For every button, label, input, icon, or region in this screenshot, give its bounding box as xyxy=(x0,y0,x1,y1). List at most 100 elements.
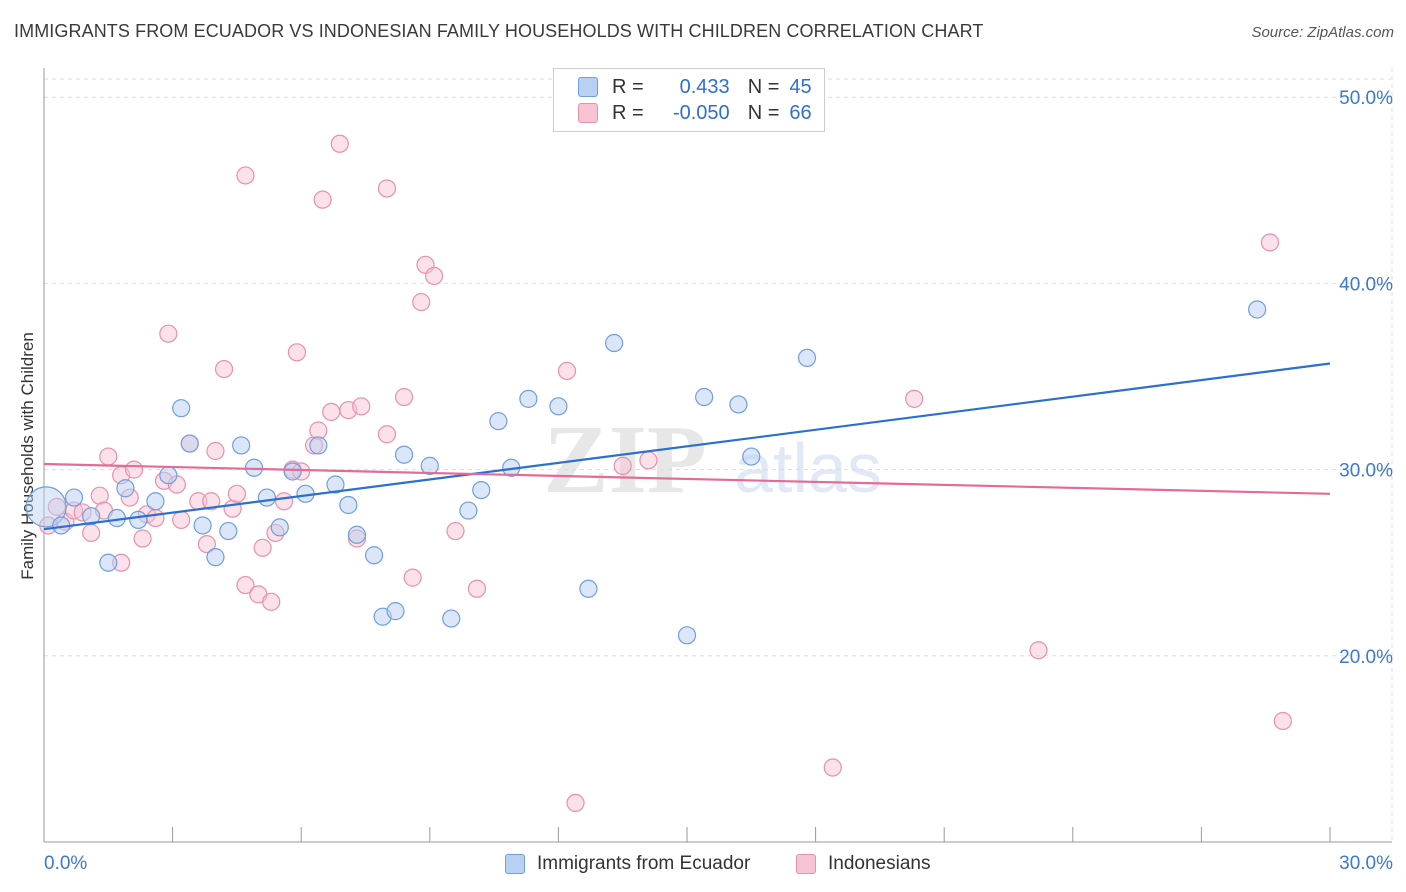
indonesians-point xyxy=(566,793,585,813)
ecuador-point xyxy=(420,456,439,475)
indonesians-point xyxy=(202,492,221,511)
ecuador-point xyxy=(270,518,289,537)
ecuador-point xyxy=(742,447,761,466)
ecuador-point xyxy=(159,466,178,485)
indonesians-point xyxy=(446,521,465,541)
indonesians-point xyxy=(377,425,397,444)
indonesians-point xyxy=(253,538,272,557)
legend-label-indonesians: Indonesians xyxy=(828,853,931,874)
ecuador-point xyxy=(605,333,624,353)
ecuador-point xyxy=(180,434,199,453)
indonesians-point xyxy=(236,575,255,595)
indonesians-point xyxy=(403,568,422,587)
ecuador-point xyxy=(695,387,714,407)
ecuador-point xyxy=(364,546,384,565)
indonesians-point xyxy=(394,387,414,407)
ecuador-point xyxy=(797,348,817,368)
legend-label-ecuador: Immigrants from Ecuador xyxy=(537,853,751,874)
indonesians-point xyxy=(1260,233,1280,252)
x-tick-label: 30.0% xyxy=(1339,853,1393,874)
ecuador-point xyxy=(729,395,748,414)
indonesians-point xyxy=(124,460,144,479)
ecuador-point xyxy=(116,479,135,498)
indonesians-point xyxy=(823,758,842,777)
ecuador-point xyxy=(459,501,478,520)
ecuador-point xyxy=(82,507,101,526)
indonesians-point xyxy=(905,389,924,408)
x-tick-label: 0.0% xyxy=(44,853,87,874)
ecuador-point xyxy=(25,486,67,528)
watermark-atlas: atlas xyxy=(734,429,882,507)
source-label: Source: ZipAtlas.com xyxy=(1251,24,1394,41)
indonesians-point xyxy=(412,292,431,312)
ecuador-point xyxy=(549,397,568,416)
stats-row-ecuador: R = 0.433 N = 45 xyxy=(578,75,812,99)
n-label: N = xyxy=(747,75,780,98)
legend-item-indonesians: Indonesians xyxy=(796,852,930,876)
n-label: N = xyxy=(747,101,780,124)
ecuador-point xyxy=(579,579,598,598)
r-value: 0.433 xyxy=(679,75,730,98)
indonesians-point xyxy=(197,534,216,554)
indonesians-point xyxy=(1273,711,1292,731)
indonesians-point xyxy=(214,359,234,379)
ecuador-points xyxy=(25,300,1267,645)
indonesians-point xyxy=(352,397,371,416)
stats-legend: R = 0.433 N = 45 R = -0.050 N = 66 xyxy=(553,68,825,132)
indonesians-point xyxy=(613,456,632,475)
ecuador-point xyxy=(309,436,328,455)
ecuador-legend-swatch xyxy=(505,854,525,874)
ecuador-trend-line xyxy=(43,362,1331,531)
stats-row-indonesians: R = -0.050 N = 66 xyxy=(578,101,812,125)
y-tick-label: 20.0% xyxy=(1339,647,1393,668)
n-value: 45 xyxy=(789,75,812,98)
indonesians-point xyxy=(159,324,178,343)
ecuador-point xyxy=(64,488,84,507)
ecuador-point xyxy=(394,445,414,464)
ecuador-point xyxy=(519,389,538,408)
indonesians-point xyxy=(377,179,397,198)
ecuador-point xyxy=(206,548,225,567)
ecuador-point xyxy=(326,475,345,494)
indonesians-point xyxy=(639,451,658,470)
indonesians-point xyxy=(330,134,349,153)
indonesians-point xyxy=(47,497,66,516)
indonesians-point xyxy=(262,592,281,611)
ecuador-point xyxy=(1248,300,1267,319)
indonesians-point xyxy=(274,492,294,511)
r-value: -0.050 xyxy=(672,101,730,124)
ecuador-point xyxy=(339,495,358,515)
indonesians-point xyxy=(99,447,118,466)
ecuador-point xyxy=(99,553,118,572)
r-label: R = xyxy=(612,101,644,124)
ecuador-point xyxy=(489,412,508,431)
ecuador-point xyxy=(232,436,251,455)
chart-title: IMMIGRANTS FROM ECUADOR VS INDONESIAN FA… xyxy=(14,21,984,41)
indonesians-point xyxy=(557,361,577,381)
tick-labels: 20.0% 30.0% 40.0% 50.0% 0.0% 30.0% xyxy=(44,88,1393,874)
n-value: 66 xyxy=(789,101,812,124)
indonesians-trend-line xyxy=(43,462,1331,495)
ecuador-point xyxy=(472,481,491,500)
indonesians-point xyxy=(146,508,165,528)
ecuador-point xyxy=(257,488,277,507)
ecuador-point xyxy=(283,462,302,481)
y-tick-label: 50.0% xyxy=(1339,88,1393,109)
indonesians-legend-swatch xyxy=(796,854,816,874)
ecuador-point xyxy=(146,492,165,511)
indonesians-point xyxy=(172,510,191,529)
indonesians-point xyxy=(322,402,341,421)
ecuador-point xyxy=(172,399,191,418)
indonesians-point xyxy=(206,441,225,461)
r-label: R = xyxy=(612,75,644,98)
indonesians-point xyxy=(82,523,101,543)
ecuador-point xyxy=(442,609,461,628)
ecuador-point xyxy=(677,626,697,645)
ecuador-point xyxy=(386,602,405,621)
ecuador-point xyxy=(193,516,212,535)
trend-lines xyxy=(43,362,1331,531)
indonesians-point xyxy=(313,190,332,209)
indonesians-point xyxy=(467,579,487,598)
indonesians-point xyxy=(287,343,307,362)
